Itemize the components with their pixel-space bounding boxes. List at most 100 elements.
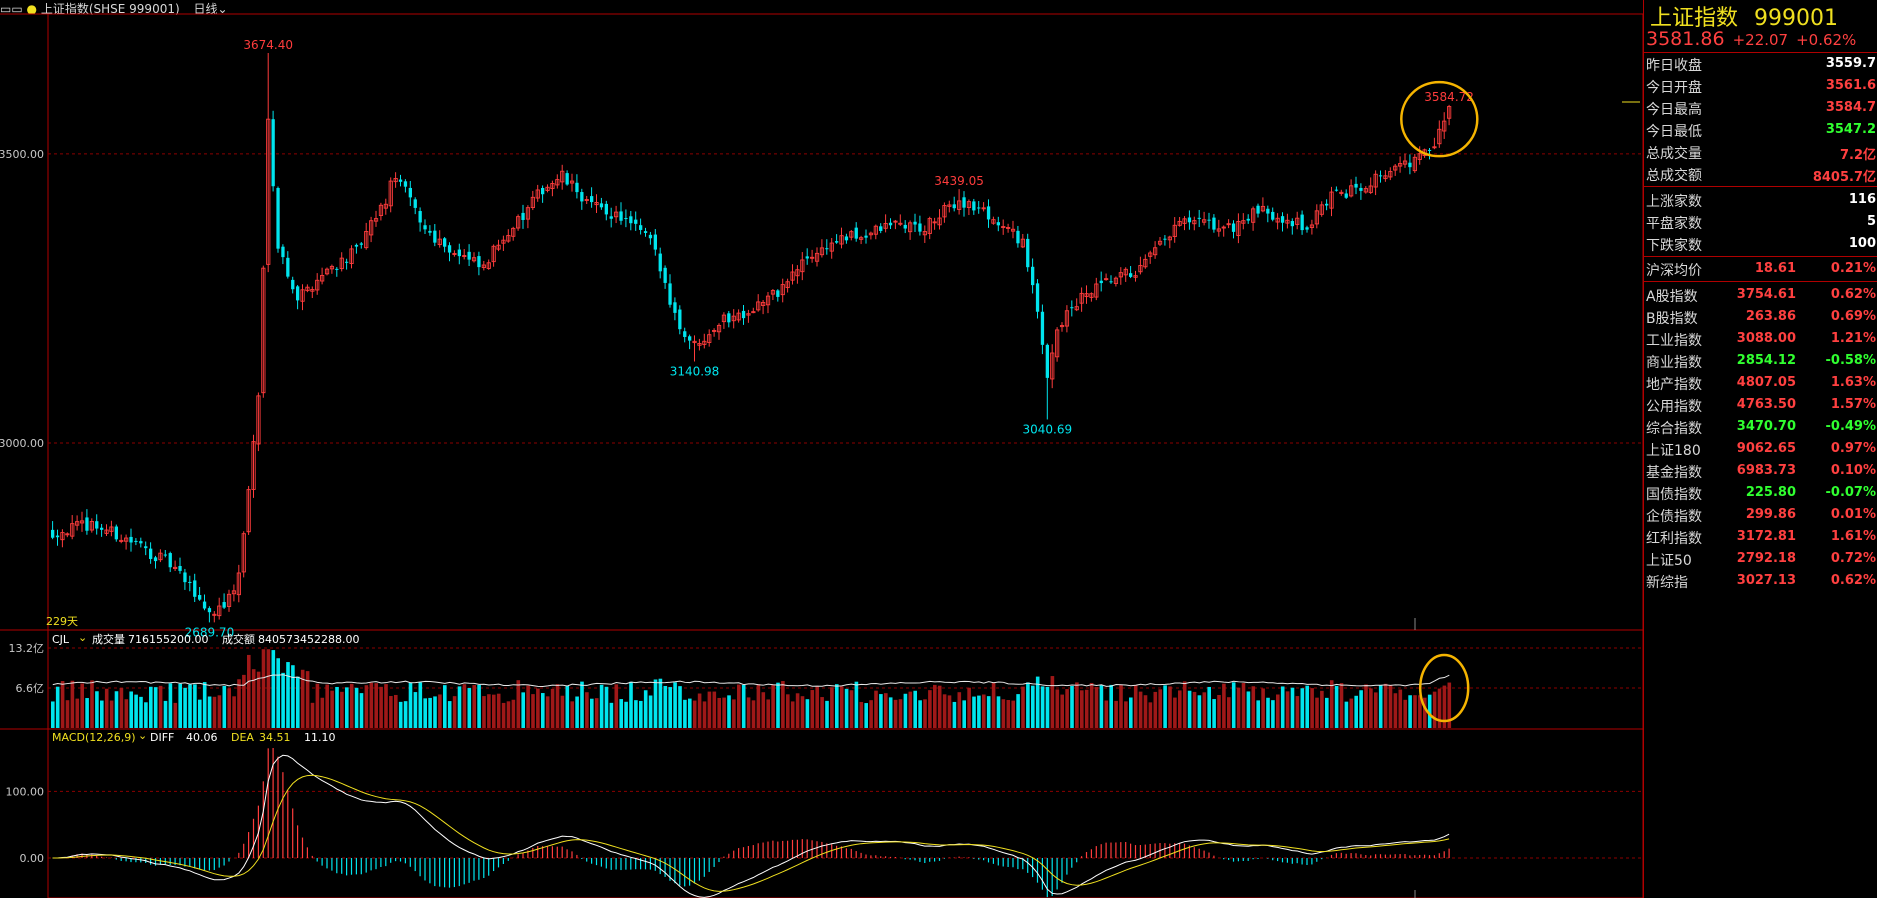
candle-body bbox=[932, 221, 937, 224]
candle-body bbox=[251, 441, 256, 490]
quote-row[interactable]: 上证50 2792.18 0.72% bbox=[1644, 548, 1877, 570]
volume-bar bbox=[325, 684, 329, 728]
volume-bar bbox=[1427, 694, 1432, 728]
candle-body bbox=[1172, 224, 1177, 238]
quote-row[interactable]: 新综指 3027.13 0.62% bbox=[1644, 570, 1877, 592]
quote-row[interactable]: 国债指数 225.80 -0.07% bbox=[1644, 482, 1877, 504]
quote-row[interactable]: 综合指数 3470.70 -0.49% bbox=[1644, 416, 1877, 438]
candle-body bbox=[433, 230, 437, 243]
candle-body bbox=[1437, 128, 1442, 145]
quote-row[interactable]: 今日最低 3547.2 bbox=[1644, 119, 1877, 141]
candle-body bbox=[721, 314, 727, 323]
quote-row[interactable]: 商业指数 2854.12 -0.58% bbox=[1644, 350, 1877, 372]
quote-row[interactable]: 沪深均价 18.61 0.21% bbox=[1644, 258, 1877, 280]
volume-bar bbox=[1133, 685, 1138, 728]
quote-row-label: 企债指数 bbox=[1646, 509, 1702, 525]
volume-bar bbox=[1369, 688, 1373, 728]
quote-row[interactable]: 今日最高 3584.7 bbox=[1644, 97, 1877, 119]
candle-body bbox=[825, 248, 829, 250]
volume-bar bbox=[795, 693, 800, 728]
quote-row[interactable]: 平盘家数 5 bbox=[1644, 211, 1877, 233]
volume-bar bbox=[947, 695, 952, 728]
quote-row[interactable]: 公用指数 4763.50 1.57% bbox=[1644, 394, 1877, 416]
candle-body bbox=[922, 231, 927, 236]
volume-bar bbox=[1006, 700, 1011, 728]
quote-row-pct: -0.49% bbox=[1825, 419, 1877, 434]
volume-bar bbox=[1075, 682, 1079, 728]
volume-bar bbox=[433, 696, 437, 728]
volume-bar bbox=[1437, 688, 1442, 728]
volume-bar bbox=[1300, 688, 1305, 728]
quote-row[interactable]: 企债指数 299.86 0.01% bbox=[1644, 504, 1877, 526]
candle-body bbox=[629, 216, 633, 224]
quote-row-value: 6983.73 bbox=[1736, 463, 1796, 478]
volume-bar bbox=[1178, 690, 1182, 728]
volume-bar bbox=[918, 700, 922, 728]
volume-bar bbox=[487, 694, 491, 728]
volume-bar bbox=[580, 681, 584, 728]
candle-body bbox=[364, 231, 369, 249]
quote-row[interactable]: 基金指数 6983.73 0.10% bbox=[1644, 460, 1877, 482]
candle-body bbox=[648, 234, 653, 239]
quote-row[interactable]: 昨日收盘 3559.7 bbox=[1644, 53, 1877, 75]
candle-body bbox=[541, 187, 545, 195]
quote-row[interactable]: 红利指数 3172.81 1.61% bbox=[1644, 526, 1877, 548]
volume-bar bbox=[1325, 697, 1329, 728]
candle-body bbox=[198, 595, 202, 600]
quote-row[interactable]: 上涨家数 116 bbox=[1644, 189, 1877, 211]
volume-bar bbox=[570, 701, 574, 728]
volume-bar bbox=[727, 695, 731, 728]
index-title: 上证指数 999001 bbox=[1650, 0, 1854, 32]
period-selector[interactable]: 日线⌄ bbox=[193, 2, 227, 16]
candle-body bbox=[369, 220, 374, 236]
volume-bar bbox=[403, 701, 408, 728]
volume-bar bbox=[756, 684, 761, 728]
candle-body bbox=[398, 179, 403, 182]
volume-bar bbox=[149, 686, 153, 728]
quote-row[interactable]: 工业指数 3088.00 1.21% bbox=[1644, 328, 1877, 350]
candle-body bbox=[163, 554, 167, 556]
volume-bar bbox=[1163, 685, 1167, 728]
quote-row[interactable]: 今日开盘 3561.6 bbox=[1644, 75, 1877, 97]
volume-bar bbox=[1276, 694, 1280, 728]
quote-row[interactable]: B股指数 263.86 0.69% bbox=[1644, 306, 1877, 328]
candle-body bbox=[1001, 226, 1006, 229]
candle-body bbox=[1378, 175, 1383, 177]
quote-row[interactable]: A股指数 3754.61 0.62% bbox=[1644, 284, 1877, 306]
candle-body bbox=[1256, 205, 1260, 214]
quote-row[interactable]: 总成交额 8405.7亿 bbox=[1644, 163, 1877, 185]
chart-area[interactable]: 3000.00 3500.00 13.2亿 6.6亿 100.00 0.00 3674.40… bbox=[0, 0, 1643, 898]
chart-title: 上证指数(SHSE 999001) bbox=[40, 2, 180, 16]
candle-body bbox=[1246, 218, 1250, 221]
candle-body bbox=[736, 312, 741, 321]
quote-row[interactable]: 总成交量 7.2亿 bbox=[1644, 141, 1877, 163]
candle-body bbox=[236, 572, 241, 596]
period-label: 日线 bbox=[193, 2, 218, 16]
volume-bar bbox=[1442, 685, 1447, 728]
candle-body bbox=[1109, 281, 1113, 283]
volume-bar bbox=[271, 650, 276, 728]
candle-body bbox=[1314, 210, 1319, 225]
quote-row[interactable]: 地产指数 4807.05 1.63% bbox=[1644, 372, 1877, 394]
quote-row[interactable]: 下跌家数 100 bbox=[1644, 233, 1877, 255]
volume-bar bbox=[712, 691, 717, 728]
candle-body bbox=[1177, 220, 1182, 226]
candle-body bbox=[868, 232, 874, 236]
candle-body bbox=[1295, 217, 1300, 225]
candle-body bbox=[1300, 214, 1304, 231]
volume-bar bbox=[1021, 686, 1025, 728]
menu-icon[interactable]: ▭▭ bbox=[0, 2, 23, 16]
quote-row[interactable]: 上证180 9062.65 0.97% bbox=[1644, 438, 1877, 460]
volume-bar bbox=[104, 688, 109, 728]
candle-body bbox=[276, 187, 280, 249]
candle-body bbox=[349, 248, 354, 264]
volume-bar bbox=[193, 684, 197, 728]
volume-bar bbox=[663, 685, 668, 728]
volume-bar bbox=[648, 695, 653, 728]
candle-body bbox=[1143, 258, 1148, 268]
volume-bar bbox=[859, 701, 864, 728]
candle-body bbox=[354, 244, 359, 247]
candle-body bbox=[1290, 221, 1294, 227]
price-quote: 3581.86 +22.07 +0.62% bbox=[1646, 28, 1856, 50]
volume-bar bbox=[683, 699, 687, 728]
